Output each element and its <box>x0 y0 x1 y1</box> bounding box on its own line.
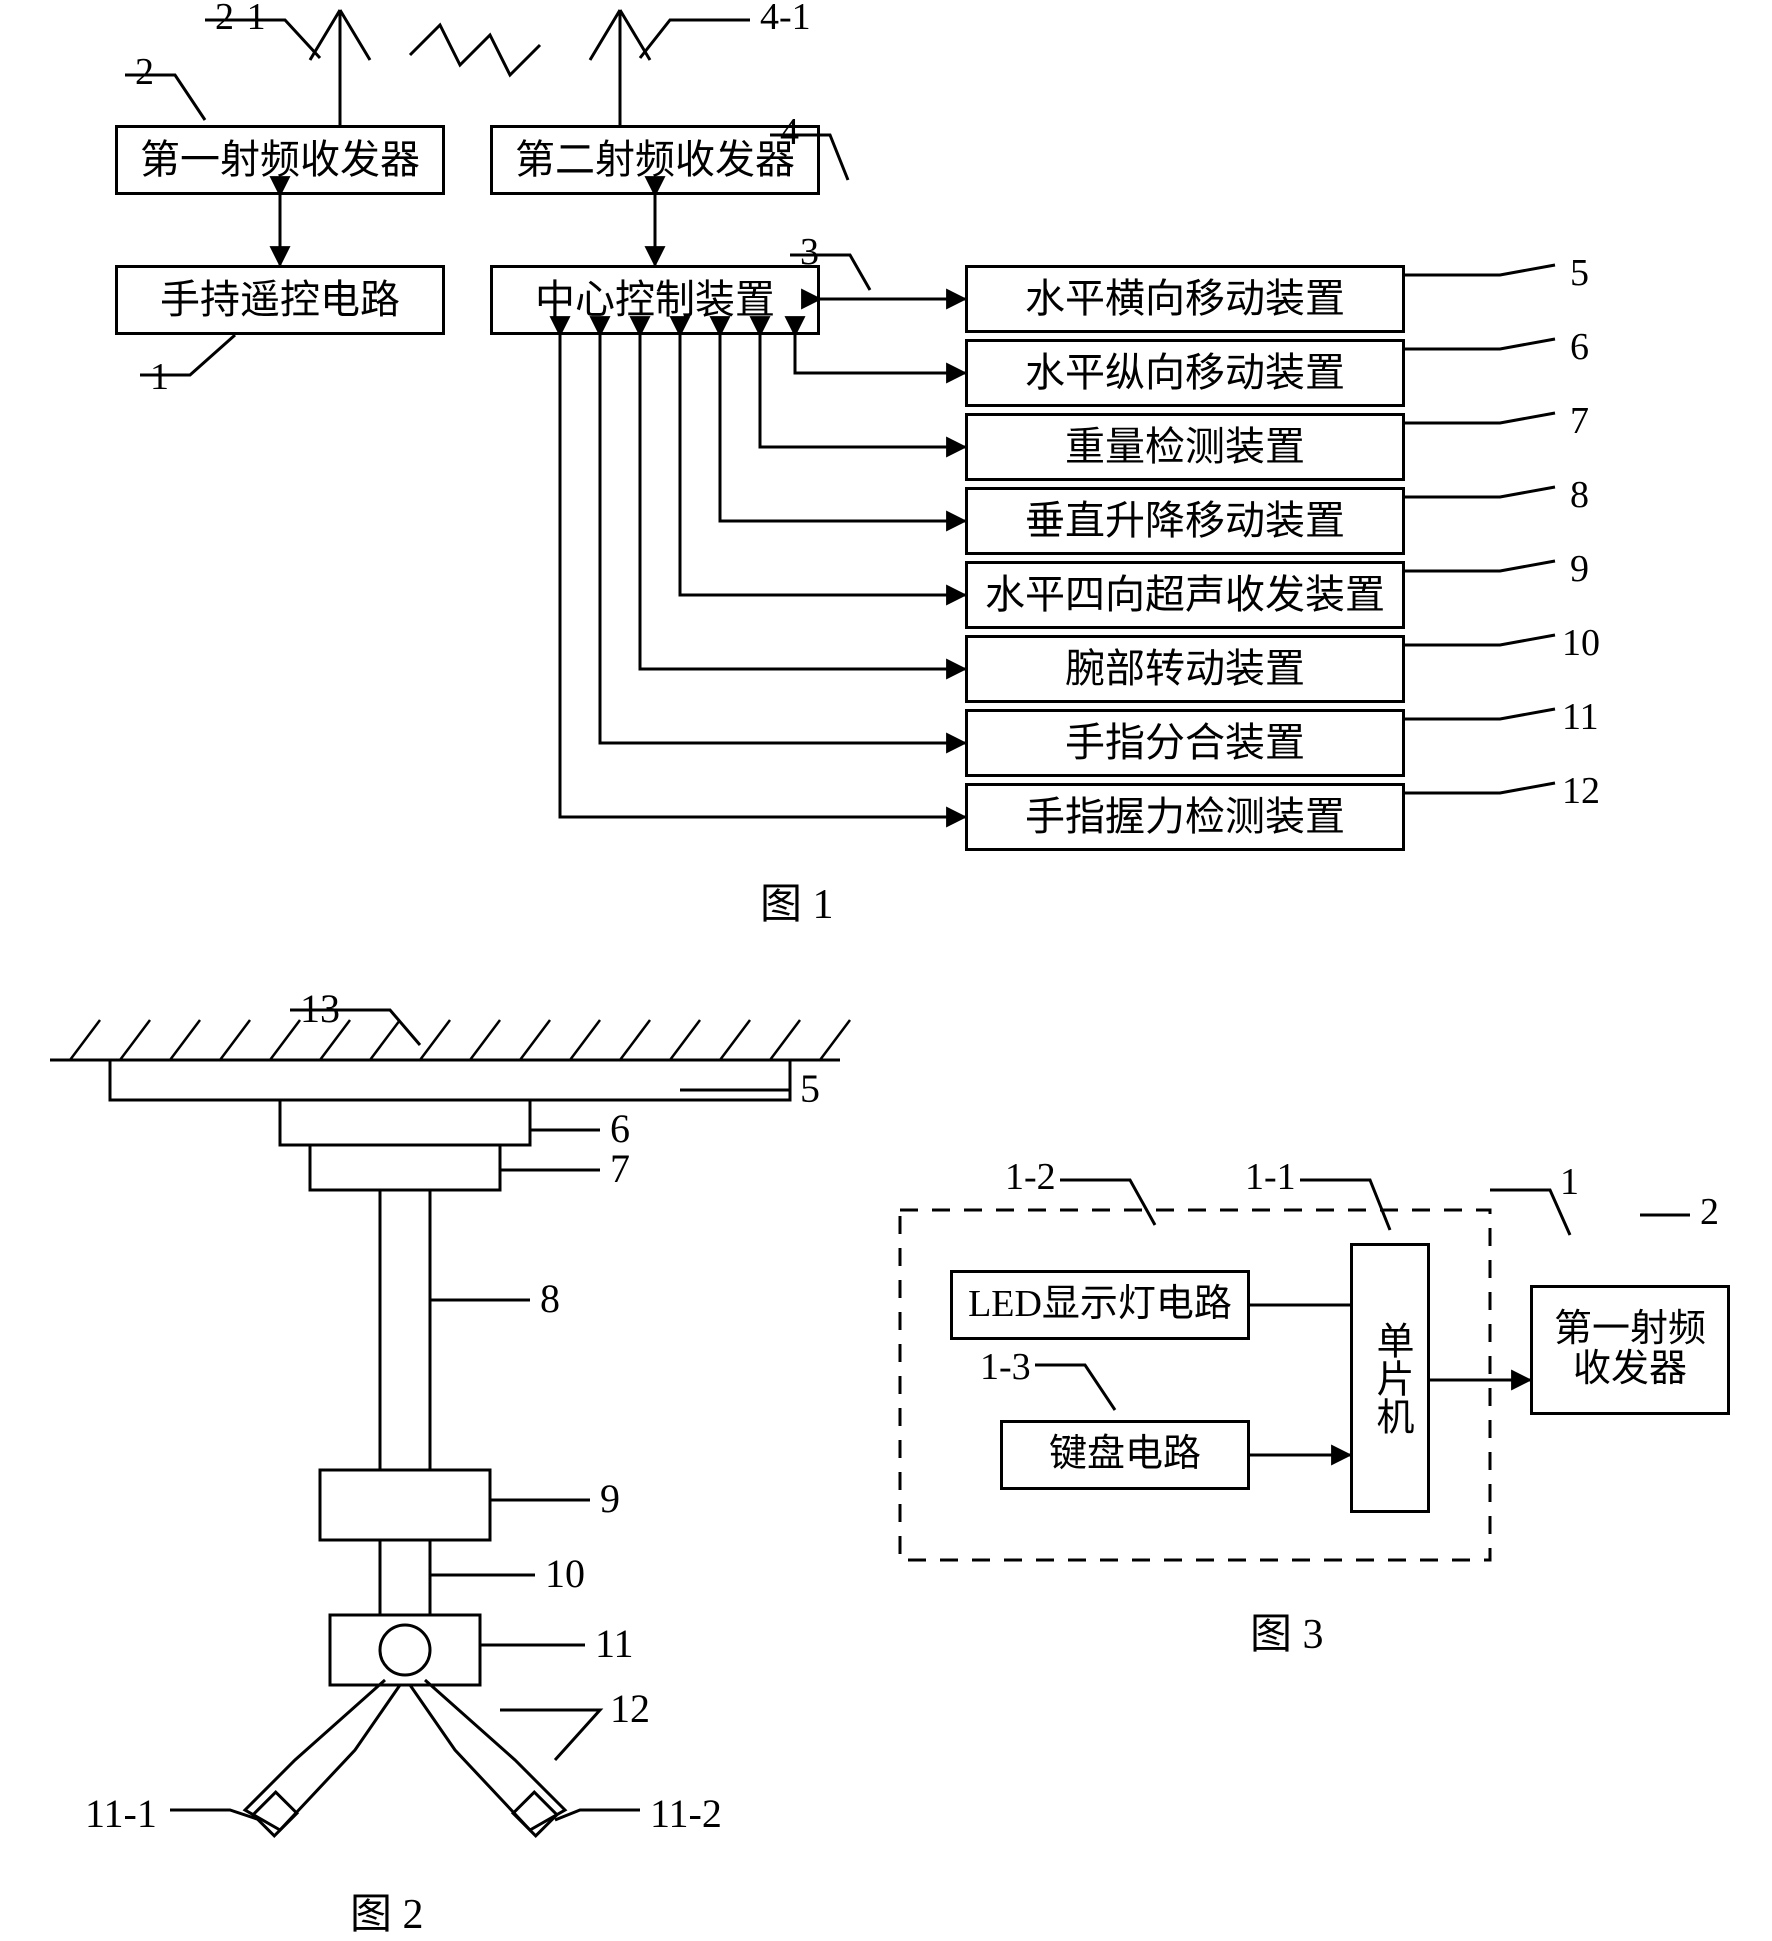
dev12-box: 手指握力检测装置 <box>965 783 1405 851</box>
f2-n7: 7 <box>610 1145 630 1192</box>
led-box: LED显示灯电路 <box>950 1270 1250 1340</box>
f2-n11-2: 11-2 <box>650 1790 722 1837</box>
f2-n9: 9 <box>600 1475 620 1522</box>
dev11-box: 手指分合装置 <box>965 709 1405 777</box>
f3-n1: 1 <box>1560 1160 1579 1204</box>
handheld-box: 手持遥控电路 <box>115 265 445 335</box>
num-4-1: 4-1 <box>760 0 811 39</box>
dev10-box: 腕部转动装置 <box>965 635 1405 703</box>
rf2-box: 第二射频收发器 <box>490 125 820 195</box>
num-10: 10 <box>1562 621 1600 665</box>
dev8-box: 垂直升降移动装置 <box>965 487 1405 555</box>
num-6: 6 <box>1570 325 1589 369</box>
f2-n13: 13 <box>300 985 340 1032</box>
num-11: 11 <box>1562 695 1599 739</box>
dev9-box: 水平四向超声收发装置 <box>965 561 1405 629</box>
rf1-box: 第一射频收发器 <box>115 125 445 195</box>
num-2: 2 <box>135 50 154 94</box>
fig2-drawing <box>0 960 900 1920</box>
f2-n11: 11 <box>595 1620 634 1667</box>
mcu-label: 单片机 <box>1370 1321 1410 1435</box>
f3-n1-2: 1-2 <box>1005 1155 1056 1199</box>
f2-n5: 5 <box>800 1065 820 1112</box>
fig3-caption: 图 3 <box>1250 1600 1324 1661</box>
num-2-1: 2-1 <box>215 0 266 39</box>
num-8: 8 <box>1570 473 1589 517</box>
num-9: 9 <box>1570 547 1589 591</box>
num-3: 3 <box>800 230 819 274</box>
fig2-caption: 图 2 <box>350 1880 424 1941</box>
center-ctrl-box: 中心控制装置 <box>490 265 820 335</box>
dev5-box: 水平横向移动装置 <box>965 265 1405 333</box>
f2-n11-1: 11-1 <box>85 1790 157 1837</box>
f2-n10: 10 <box>545 1550 585 1597</box>
dev6-box: 水平纵向移动装置 <box>965 339 1405 407</box>
mcu-box: 单片机 <box>1350 1243 1430 1513</box>
rf1b-box: 第一射频 收发器 <box>1530 1285 1730 1415</box>
f2-n8: 8 <box>540 1275 560 1322</box>
num-5: 5 <box>1570 251 1589 295</box>
f3-n1-1: 1-1 <box>1245 1155 1296 1199</box>
num-7: 7 <box>1570 399 1589 443</box>
num-1: 1 <box>150 355 169 399</box>
fig1-caption: 图 1 <box>760 870 834 931</box>
dev7-box: 重量检测装置 <box>965 413 1405 481</box>
num-4: 4 <box>780 110 799 154</box>
keyboard-box: 键盘电路 <box>1000 1420 1250 1490</box>
f2-n12: 12 <box>610 1685 650 1732</box>
num-12: 12 <box>1562 769 1600 813</box>
f3-n1-3: 1-3 <box>980 1345 1031 1389</box>
f3-n2: 2 <box>1700 1190 1719 1234</box>
